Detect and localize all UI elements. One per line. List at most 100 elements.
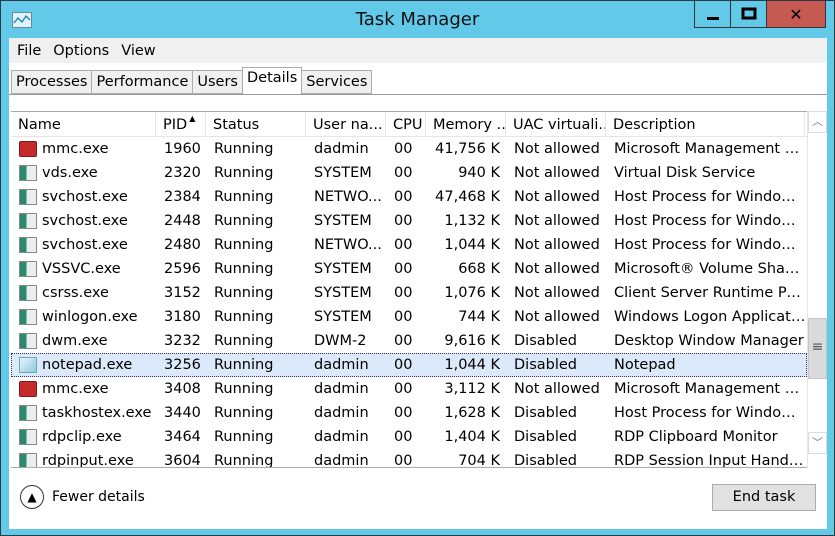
cell-status-text: Running (214, 405, 274, 421)
cell-uac: Not allowed (507, 285, 607, 301)
cell-cpu: 00 (387, 237, 427, 253)
cell-name-text: winlogon.exe (42, 309, 138, 325)
menu-options[interactable]: Options (53, 42, 110, 59)
tab-users[interactable]: Users (192, 70, 243, 94)
cell-cpu: 00 (387, 309, 427, 325)
column-header-user[interactable]: User na... (306, 112, 386, 136)
cell-status: Running (207, 165, 307, 181)
table-row[interactable]: mmc.exe 3408 Running dadmin 00 3,112 K Not all… (11, 377, 807, 401)
cell-memory-text: 704 K (458, 453, 500, 468)
cell-description-text: Notepad (614, 357, 676, 373)
scroll-thumb[interactable]: ≡ (808, 318, 827, 379)
minimize-button[interactable] (695, 1, 731, 27)
cell-user: dadmin (307, 357, 387, 373)
end-task-button[interactable]: End task (712, 484, 816, 511)
table-row[interactable]: rdpclip.exe 3464 Running dadmin 00 1,404 K Dis… (11, 425, 807, 449)
cell-user-text: SYSTEM (314, 285, 372, 301)
column-header-cpu[interactable]: CPU (386, 112, 426, 136)
table-row[interactable]: csrss.exe 3152 Running SYSTEM 00 1,076 K Not a… (11, 281, 807, 305)
table-row[interactable]: dwm.exe 3232 Running DWM-2 00 9,616 K Disabled… (11, 329, 807, 353)
cell-description: Virtual Disk Service (607, 165, 806, 181)
cell-cpu: 00 (387, 189, 427, 205)
fewer-details-label: Fewer details (52, 489, 145, 505)
cell-pid: 3180 (157, 309, 207, 325)
cell-pid-text: 3604 (164, 453, 201, 468)
cell-user: SYSTEM (307, 285, 387, 301)
sort-ascending-icon: ▲ (189, 114, 196, 123)
cell-memory: 47,468 K (427, 189, 507, 205)
cell-user: DWM-2 (307, 333, 387, 349)
cell-description-text: Microsoft Management Co... (614, 141, 806, 157)
maximize-button[interactable] (731, 1, 767, 27)
cell-name: dwm.exe (12, 333, 157, 349)
column-header-description[interactable]: Description (606, 112, 805, 136)
table-row[interactable]: svchost.exe 2480 Running NETWO... 00 1,044 K N… (11, 233, 807, 257)
cell-cpu-text: 00 (394, 213, 413, 229)
column-header-status[interactable]: Status (206, 112, 306, 136)
menu-view[interactable]: View (121, 42, 156, 59)
cell-memory-text: 47,468 K (435, 189, 500, 205)
cell-user-text: dadmin (314, 453, 369, 468)
tab-services[interactable]: Services (301, 70, 373, 94)
application-icon (19, 261, 37, 277)
table-row[interactable]: rdpinput.exe 3604 Running dadmin 00 704 K Disa… (11, 449, 807, 468)
column-header-name[interactable]: Name (11, 112, 156, 136)
cell-name-text: csrss.exe (42, 285, 109, 301)
cell-memory: 704 K (427, 453, 507, 468)
application-icon (19, 165, 37, 181)
cell-status: Running (207, 213, 307, 229)
table-row[interactable]: notepad.exe 3256 Running dadmin 00 1,044 K Dis… (11, 353, 807, 377)
table-row[interactable]: mmc.exe 1960 Running dadmin 00 41,756 K Not al… (11, 137, 807, 161)
cell-uac: Not allowed (507, 309, 607, 325)
tab-performance[interactable]: Performance (91, 70, 194, 94)
application-icon (19, 453, 37, 467)
tab-details[interactable]: Details (241, 67, 303, 94)
cell-description: RDP Clipboard Monitor (607, 429, 806, 445)
cell-user-text: DWM-2 (314, 333, 367, 349)
table-row[interactable]: VSSVC.exe 2596 Running SYSTEM 00 668 K Not all… (11, 257, 807, 281)
application-icon (19, 213, 37, 229)
table-row[interactable]: winlogon.exe 3180 Running SYSTEM 00 744 K Not … (11, 305, 807, 329)
close-button[interactable]: ✕ (767, 1, 825, 27)
cell-status-text: Running (214, 357, 274, 373)
cell-memory-text: 3,112 K (444, 381, 500, 397)
tab-divider (9, 94, 827, 95)
fewer-details-button[interactable]: ▲ Fewer details (20, 485, 145, 509)
cell-pid: 3464 (157, 429, 207, 445)
cell-uac: Disabled (507, 453, 607, 467)
table-row[interactable]: taskhostex.exe 3440 Running dadmin 00 1,628 K… (11, 401, 807, 425)
cell-description: RDP Session Input Handler (607, 453, 806, 467)
cell-name-text: dwm.exe (42, 333, 108, 349)
cell-user-text: NETWO... (314, 189, 382, 205)
column-header-uac[interactable]: UAC virtuali... (506, 112, 606, 136)
column-header-memory[interactable]: Memory ... (426, 112, 506, 136)
cell-description-text: Client Server Runtime Proc... (614, 285, 806, 301)
cell-memory-text: 41,756 K (435, 141, 500, 157)
table-row[interactable]: vds.exe 2320 Running SYSTEM 00 940 K Not allow… (11, 161, 807, 185)
cell-status: Running (207, 429, 307, 445)
cell-description: Client Server Runtime Proc... (607, 285, 806, 301)
cell-user-text: SYSTEM (314, 261, 372, 277)
cell-pid-text: 2596 (164, 261, 201, 277)
cell-pid: 2596 (157, 261, 207, 277)
cell-uac-text: Disabled (514, 357, 577, 373)
cell-pid-text: 3440 (164, 405, 201, 421)
scroll-up-icon[interactable]: ︿ (808, 111, 827, 133)
column-header-pid[interactable]: PID ▲ (156, 112, 206, 136)
menu-file[interactable]: File (17, 42, 42, 59)
cell-user-text: NETWO... (314, 237, 382, 253)
tab-processes[interactable]: Processes (11, 70, 93, 94)
table-row[interactable]: svchost.exe 2384 Running NETWO... 00 47,468 K… (11, 185, 807, 209)
cell-name: winlogon.exe (12, 309, 157, 325)
cell-description-text: RDP Clipboard Monitor (614, 429, 778, 445)
cell-uac-text: Not allowed (514, 285, 600, 301)
cell-description-text: Host Process for Windows ... (614, 189, 806, 205)
cell-uac-text: Disabled (514, 405, 577, 421)
vertical-scrollbar[interactable]: ︿ ≡ ﹀ (807, 111, 827, 468)
cell-pid-text: 3232 (164, 333, 201, 349)
scroll-down-icon[interactable]: ﹀ (808, 432, 827, 454)
cell-description: Host Process for Windows ... (607, 405, 806, 421)
cell-uac: Not allowed (507, 141, 607, 157)
table-row[interactable]: svchost.exe 2448 Running SYSTEM 00 1,132 K Not… (11, 209, 807, 233)
cell-uac-text: Disabled (514, 429, 577, 445)
